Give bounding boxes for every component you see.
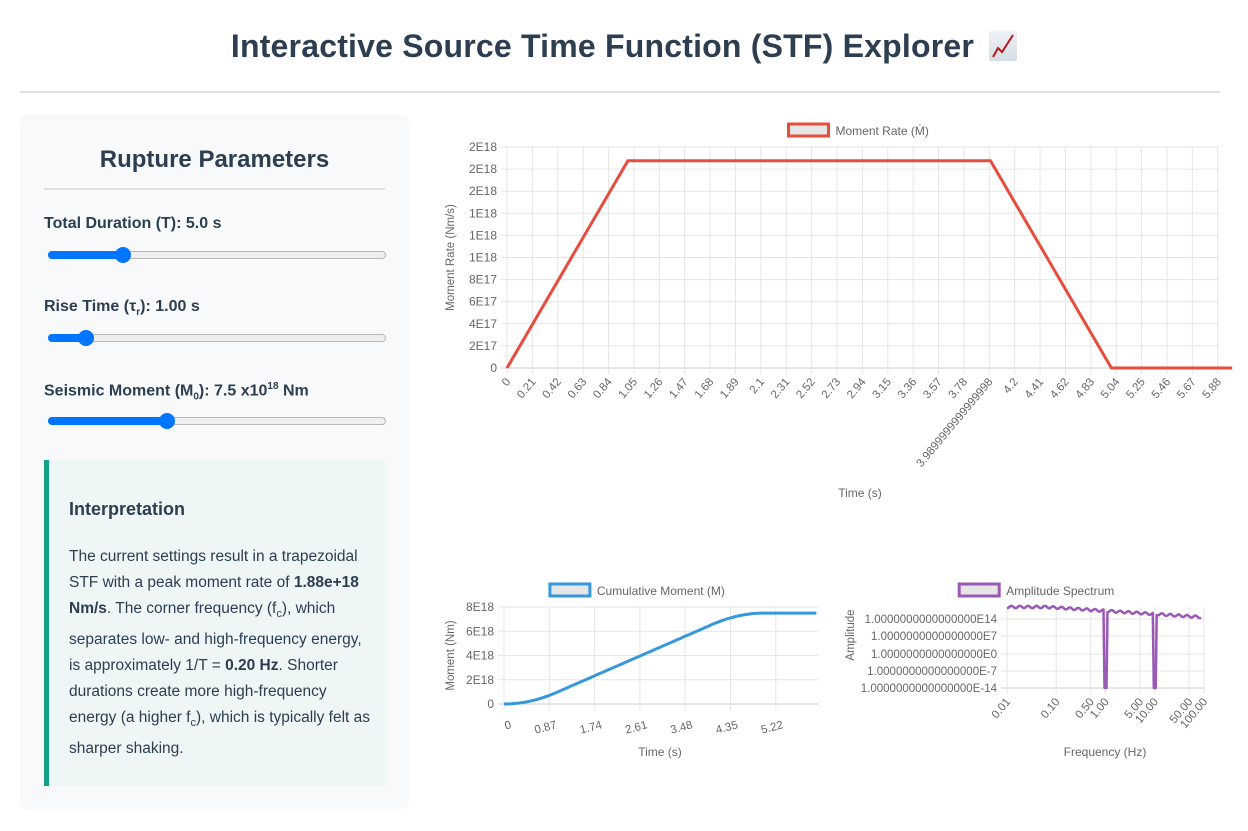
svg-text:1.0000000000000000E-7: 1.0000000000000000E-7: [867, 666, 997, 678]
svg-text:0.42: 0.42: [540, 376, 564, 401]
svg-text:1E18: 1E18: [469, 206, 497, 220]
moment-rate-legend-label[interactable]: Moment Rate (Ṁ): [836, 124, 929, 138]
svg-text:6E17: 6E17: [469, 295, 497, 309]
peak-moment-rate: 1.88e+18 Nm/s: [69, 574, 359, 617]
svg-text:0.10: 0.10: [1039, 696, 1063, 721]
svg-text:0.63: 0.63: [566, 376, 590, 401]
rise-time-value: 1.00 s: [155, 298, 200, 315]
svg-text:0.87: 0.87: [533, 719, 558, 736]
svg-text:2E18: 2E18: [469, 184, 497, 198]
panel-divider: [44, 188, 385, 190]
svg-text:6E18: 6E18: [466, 624, 494, 638]
svg-text:8E18: 8E18: [466, 600, 494, 614]
rise-time-slider-thumb[interactable]: [77, 330, 94, 346]
svg-text:2.31: 2.31: [769, 376, 793, 401]
cumulative-moment-chart: Cumulative Moment (M) 0 2E18 4E18 6E18 8E18 0 0…: [440, 575, 830, 765]
svg-text:2E18: 2E18: [469, 140, 497, 154]
svg-text:2.61: 2.61: [624, 719, 649, 736]
svg-text:1.0000000000000000E14: 1.0000000000000000E14: [865, 614, 998, 626]
cumulative-legend-swatch[interactable]: [548, 582, 592, 598]
svg-text:4.35: 4.35: [715, 719, 740, 736]
svg-text:Time (s): Time (s): [838, 486, 882, 500]
svg-text:Frequency (Hz): Frequency (Hz): [1064, 745, 1147, 759]
spectrum-legend-swatch[interactable]: [957, 582, 1001, 598]
svg-text:3.78: 3.78: [947, 376, 971, 401]
duration-slider[interactable]: [48, 247, 386, 263]
svg-text:0: 0: [487, 697, 494, 711]
svg-text:1.0000000000000000E-14: 1.0000000000000000E-14: [861, 683, 998, 695]
svg-text:0.21: 0.21: [515, 376, 539, 401]
svg-text:2.94: 2.94: [845, 376, 869, 401]
moment-rate-line: [505, 159, 1233, 370]
svg-text:3.57: 3.57: [921, 376, 945, 401]
svg-text:Moment (Nm): Moment (Nm): [445, 620, 457, 690]
moment-rate-legend-swatch[interactable]: [787, 122, 830, 138]
amplitude-spectrum-chart: Amplitude Spectrum 1.0000000000000000E-14…: [840, 575, 1230, 765]
svg-text:0: 0: [503, 719, 512, 732]
cumulative-legend-label[interactable]: Cumulative Moment (M): [597, 584, 725, 598]
svg-text:3.36: 3.36: [896, 376, 920, 401]
svg-text:5.46: 5.46: [1150, 376, 1174, 401]
cumulative-line: [504, 611, 817, 706]
svg-text:1.47: 1.47: [667, 376, 691, 401]
svg-text:1.89: 1.89: [718, 376, 742, 401]
svg-text:2E17: 2E17: [469, 339, 497, 353]
svg-text:0: 0: [490, 361, 497, 375]
svg-text:2.1: 2.1: [748, 376, 767, 396]
svg-text:1.0000000000000000E0: 1.0000000000000000E0: [871, 649, 997, 661]
svg-text:1.05: 1.05: [617, 376, 641, 401]
rise-time-label: Rise Time (τr): 1.00 s: [44, 298, 200, 319]
svg-text:4.2: 4.2: [1001, 376, 1020, 396]
svg-text:0.01: 0.01: [990, 696, 1014, 721]
title-divider: [20, 91, 1220, 93]
svg-text:4.62: 4.62: [1048, 376, 1072, 401]
svg-text:4.83: 4.83: [1074, 376, 1098, 401]
seismic-moment-slider-thumb[interactable]: [158, 413, 175, 429]
svg-text:1.74: 1.74: [579, 719, 604, 737]
page-title-text: Interactive Source Time Function (STF) E…: [230, 28, 975, 64]
duration-slider-thumb[interactable]: [114, 247, 131, 263]
corner-frequency: 0.20 Hz: [225, 657, 279, 675]
svg-text:Time (s): Time (s): [638, 745, 682, 759]
rise-time-slider[interactable]: [48, 330, 386, 346]
interpretation-box: Interpretation The current settings resu…: [44, 460, 385, 786]
svg-text:5.25: 5.25: [1124, 376, 1148, 401]
svg-text:1E18: 1E18: [469, 228, 497, 242]
rupture-parameters-panel: Rupture Parameters Total Duration (T): 5…: [20, 115, 409, 809]
spectrum-line: [1006, 604, 1202, 690]
svg-text:2E18: 2E18: [469, 162, 497, 176]
interpretation-title: Interpretation: [69, 499, 186, 519]
seismic-moment-slider[interactable]: [48, 413, 386, 429]
svg-text:5.67: 5.67: [1175, 376, 1199, 401]
svg-text:0: 0: [500, 376, 513, 389]
svg-text:4E18: 4E18: [466, 649, 494, 663]
svg-text:1.68: 1.68: [693, 376, 717, 401]
seismic-moment-label: Seismic Moment (M0): 7.5 x1018 Nm: [44, 381, 309, 403]
svg-text:1E18: 1E18: [469, 251, 497, 265]
svg-text:0.84: 0.84: [591, 376, 615, 401]
svg-text:2E18: 2E18: [466, 673, 494, 687]
svg-text:2.73: 2.73: [820, 376, 844, 401]
svg-text:1.0000000000000000E7: 1.0000000000000000E7: [871, 631, 997, 643]
svg-text:5.22: 5.22: [760, 719, 785, 736]
chart-increasing-icon: [989, 31, 1018, 61]
svg-text:5.88: 5.88: [1200, 376, 1224, 401]
interpretation-text: The current settings result in a trapezo…: [69, 548, 370, 758]
panel-title: Rupture Parameters: [99, 146, 330, 173]
svg-text:4E17: 4E17: [469, 317, 497, 331]
svg-text:Amplitude: Amplitude: [845, 609, 857, 660]
spectrum-legend-label[interactable]: Amplitude Spectrum: [1006, 584, 1114, 598]
svg-text:3.48: 3.48: [669, 719, 694, 736]
moment-rate-chart: Moment Rate (Ṁ) 0 2E17 4E17 6E17 8E17 1E18 1E18…: [440, 115, 1233, 505]
duration-value: 5.0 s: [185, 215, 222, 232]
svg-text:5.04: 5.04: [1099, 376, 1123, 401]
svg-text:Moment Rate (Nm/s): Moment Rate (Nm/s): [445, 204, 457, 311]
svg-text:4.41: 4.41: [1023, 376, 1047, 401]
svg-text:2.52: 2.52: [794, 376, 818, 401]
svg-text:3.15: 3.15: [870, 376, 894, 401]
svg-text:1.26: 1.26: [642, 376, 666, 401]
page-title: Interactive Source Time Function (STF) E…: [0, 28, 1248, 65]
svg-text:8E17: 8E17: [469, 273, 497, 287]
duration-label: Total Duration (T): 5.0 s: [44, 215, 222, 232]
